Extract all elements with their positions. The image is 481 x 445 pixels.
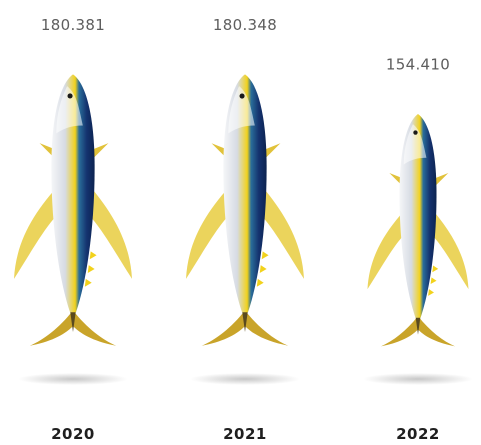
year-label: 2021 xyxy=(223,425,267,443)
fish-shadow xyxy=(190,373,300,385)
value-label: 154.410 xyxy=(386,56,450,74)
value-label: 180.381 xyxy=(41,16,105,34)
value-label: 180.348 xyxy=(213,16,277,34)
tuna-bar-2021 xyxy=(186,74,304,346)
tuna-bar-2020 xyxy=(14,74,132,346)
year-label: 2020 xyxy=(51,425,95,443)
tuna-bar-2022 xyxy=(367,114,469,347)
fish-shadow xyxy=(18,373,128,385)
fish-shadow xyxy=(363,373,473,385)
year-label: 2022 xyxy=(396,425,440,443)
